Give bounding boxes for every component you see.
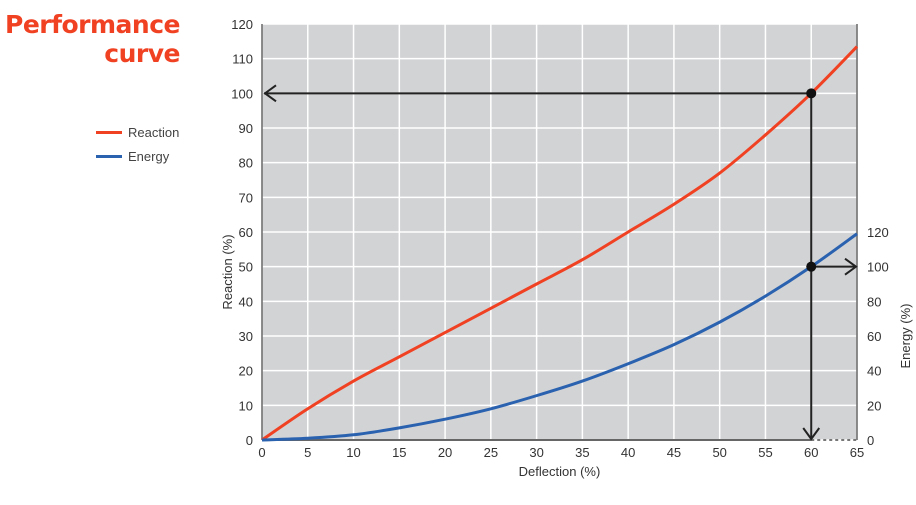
legend-label-energy: Energy	[128, 148, 170, 164]
chart-title: Performance curve	[5, 10, 180, 68]
x-axis-label: Deflection (%)	[519, 464, 601, 479]
arrowhead-right-icon	[844, 257, 858, 276]
y-tick-label: 110	[232, 52, 253, 67]
y-tick-label: 120	[231, 17, 253, 32]
arrowhead-down-icon	[802, 427, 821, 441]
y-tick-label: 40	[239, 294, 253, 309]
x-tick-label: 0	[258, 445, 265, 460]
legend-swatch-energy	[96, 154, 122, 158]
y2-tick-label: 80	[867, 294, 881, 309]
y2-tick-label: 120	[867, 225, 889, 240]
legend-swatch-reaction	[96, 130, 122, 134]
series-line-energy	[261, 232, 858, 442]
x-tick-label: 30	[529, 445, 543, 460]
y2-axis-label: Energy (%)	[898, 303, 913, 368]
x-tick-label: 60	[804, 445, 818, 460]
legend-label-reaction: Reaction	[128, 124, 180, 140]
legend-item-energy: Energy	[96, 144, 179, 168]
y-tick-label: 50	[239, 260, 253, 275]
x-tick-label: 20	[438, 445, 452, 460]
x-tick-label: 25	[484, 445, 498, 460]
x-tick-label: 15	[392, 445, 406, 460]
y2-tick-label: 20	[867, 398, 881, 413]
x-tick-label: 40	[621, 445, 635, 460]
legend-item-reaction: Reaction	[96, 120, 179, 144]
y-tick-label: 60	[239, 225, 253, 240]
y-axis-label: Reaction (%)	[220, 234, 235, 309]
y-tick-label: 10	[239, 398, 253, 413]
x-tick-label: 5	[304, 445, 311, 460]
x-tick-label: 35	[575, 445, 589, 460]
annotation-point-energy	[806, 261, 817, 272]
y2-tick-label: 0	[867, 433, 874, 448]
series-line-reaction	[261, 45, 859, 442]
y-tick-label: 80	[239, 156, 253, 171]
y-tick-label: 0	[246, 433, 253, 448]
y2-tick-label: 40	[867, 364, 881, 379]
annotation-point-reaction	[806, 88, 817, 99]
y-tick-label: 20	[239, 364, 253, 379]
y-tick-label: 90	[239, 121, 253, 136]
x-tick-label: 55	[758, 445, 772, 460]
x-tick-label: 50	[712, 445, 726, 460]
legend: Reaction Energy	[96, 120, 179, 168]
arrowhead-left-icon	[263, 84, 277, 103]
y2-tick-label: 60	[867, 329, 881, 344]
x-tick-label: 65	[850, 445, 864, 460]
x-tick-label: 45	[667, 445, 681, 460]
y2-tick-label: 100	[867, 260, 889, 275]
y-tick-label: 30	[239, 329, 253, 344]
y-tick-label: 70	[239, 190, 253, 205]
x-tick-label: 10	[346, 445, 360, 460]
y-tick-label: 100	[231, 86, 253, 101]
